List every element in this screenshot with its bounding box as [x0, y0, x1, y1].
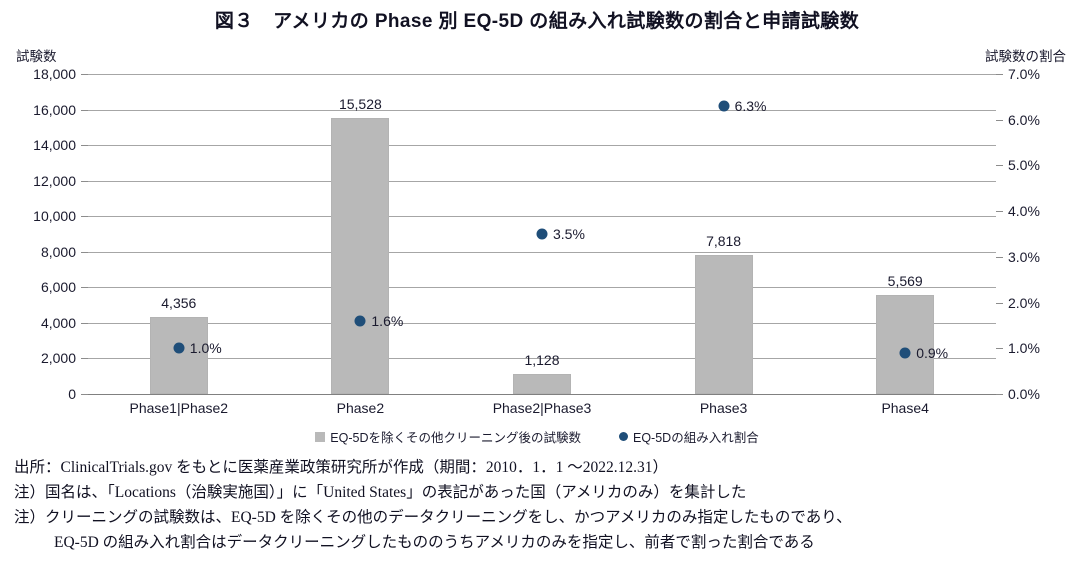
gridline: [88, 180, 996, 182]
y-axis-tick-mark-left: [81, 287, 88, 289]
data-point-marker[interactable]: [173, 342, 185, 354]
data-point-marker[interactable]: [718, 100, 730, 112]
y-axis-tick-mark-left: [81, 109, 88, 111]
y-axis-tick-label-left: 10,000: [33, 208, 76, 225]
y-axis-tick-mark-right: [996, 256, 1003, 258]
bar[interactable]: [876, 295, 935, 394]
bar-value-label: 15,528: [338, 95, 382, 112]
y-axis-tick-label-right: 7.0%: [1008, 66, 1040, 82]
y-axis-tick-mark-left: [81, 358, 88, 360]
data-point-label: 6.3%: [734, 98, 767, 114]
y-axis-tick-mark-right: [996, 165, 1003, 167]
y-axis-tick-mark-left: [81, 216, 88, 218]
y-axis-tick-label-left: 14,000: [33, 137, 76, 154]
y-axis-tick-label-left: 18,000: [33, 66, 76, 82]
footnote-line: 出所：ClinicalTrials.gov をもとに医薬産業政策研究所が作成（期…: [14, 459, 668, 476]
x-axis-category-label: Phase2|Phase3: [492, 400, 592, 416]
bar[interactable]: [694, 255, 753, 394]
data-point-label: 1.6%: [371, 312, 404, 329]
data-point-marker[interactable]: [899, 347, 911, 359]
legend-item-bars: EQ-5Dを除くその他クリーニング後の試験数: [315, 427, 581, 446]
y-axis-tick-mark-left: [81, 394, 88, 395]
gridline: [88, 145, 996, 147]
gridline: [88, 287, 996, 289]
gridline: [88, 216, 996, 218]
y-axis-tick-mark-right: [996, 74, 1003, 75]
y-axis-tick-mark-right: [996, 394, 1003, 395]
y-axis-tick-mark-right: [996, 119, 1003, 121]
footnotes: 出所：ClinicalTrials.gov をもとに医薬産業政策研究所が作成（期…: [14, 455, 1064, 555]
data-point-marker[interactable]: [536, 228, 548, 240]
y-axis-tick-label-left: 6,000: [40, 279, 76, 296]
bar[interactable]: [331, 117, 390, 394]
bar-value-label: 5,569: [887, 272, 923, 289]
y-axis-tick-mark-right: [996, 302, 1003, 304]
legend-item-markers: EQ-5Dの組み入れ割合: [619, 427, 759, 446]
x-axis-category-label: Phase1|Phase2: [129, 400, 229, 416]
data-point-marker[interactable]: [354, 315, 366, 327]
y-axis-tick-mark-right: [996, 348, 1003, 350]
data-point-label: 1.0%: [189, 340, 222, 357]
y-axis-tick-label-left: 16,000: [33, 101, 76, 118]
y-axis-tick-mark-left: [81, 180, 88, 182]
gridline: [88, 251, 996, 253]
x-axis-line: [88, 394, 996, 395]
x-axis-category-label: Phase4: [881, 400, 929, 416]
y-axis-tick-label-right: 4.0%: [1008, 203, 1040, 220]
right-axis-caption: 試験数の割合: [985, 49, 1066, 64]
bar[interactable]: [149, 316, 208, 394]
y-axis-tick-label-left: 2,000: [40, 350, 76, 367]
y-axis-tick-label-left: 0: [68, 386, 76, 402]
y-axis-tick-label-left: 4,000: [40, 314, 76, 331]
left-axis-caption: 試験数: [16, 49, 57, 64]
square-swatch-icon: [315, 431, 326, 442]
y-axis-tick-label-right: 6.0%: [1008, 111, 1040, 128]
y-axis-tick-mark-right: [996, 211, 1003, 213]
bar[interactable]: [513, 373, 571, 394]
data-point-label: 0.9%: [916, 344, 949, 361]
y-axis-tick-mark-left: [81, 145, 88, 147]
y-axis-tick-mark-left: [81, 251, 88, 253]
gridline: [88, 322, 996, 324]
x-axis-category-label: Phase2: [336, 400, 385, 416]
footnote-line: EQ-5D の組み入れ割合はデータクリーニングしたもののうちアメリカのみを指定し…: [54, 534, 815, 551]
legend-label-markers: EQ-5Dの組み入れ割合: [633, 431, 759, 445]
page-title: 図３ アメリカの Phase 別 EQ-5D の組み入れ試験数の割合と申請試験数: [214, 11, 860, 32]
footnote-line: 注）国名は、「Locations（治験実施国）」に「United States」…: [14, 484, 747, 501]
gridline: [88, 358, 996, 360]
bar-value-label: 7,818: [706, 233, 742, 249]
y-axis-tick-label-left: 12,000: [33, 172, 76, 189]
plot-area: [88, 74, 996, 395]
y-axis-tick-label-right: 3.0%: [1008, 248, 1040, 265]
y-axis-tick-label-right: 2.0%: [1008, 294, 1040, 311]
dot-swatch-icon: [619, 432, 628, 441]
y-axis-tick-mark-left: [81, 74, 88, 75]
x-axis-category-label: Phase3: [699, 400, 748, 416]
y-axis-tick-label-right: 1.0%: [1008, 340, 1040, 357]
y-axis-tick-label-right: 0.0%: [1008, 386, 1040, 402]
bar-value-label: 4,356: [161, 294, 197, 311]
y-axis-tick-label-right: 5.0%: [1008, 157, 1040, 174]
data-point-label: 3.5%: [553, 226, 585, 242]
y-axis-tick-label-left: 8,000: [40, 243, 76, 260]
gridline: [88, 74, 996, 75]
chart-legend: EQ-5Dを除くその他クリーニング後の試験数 EQ-5Dの組み入れ割合: [0, 427, 1074, 446]
bar-value-label: 1,128: [524, 351, 560, 368]
legend-label-bars: EQ-5Dを除くその他クリーニング後の試験数: [330, 431, 581, 445]
gridline: [88, 109, 996, 111]
y-axis-tick-mark-left: [81, 322, 88, 324]
footnote-line: 注）クリーニングの試験数は、EQ-5D を除くその他のデータクリーニングをし、か…: [14, 509, 852, 526]
